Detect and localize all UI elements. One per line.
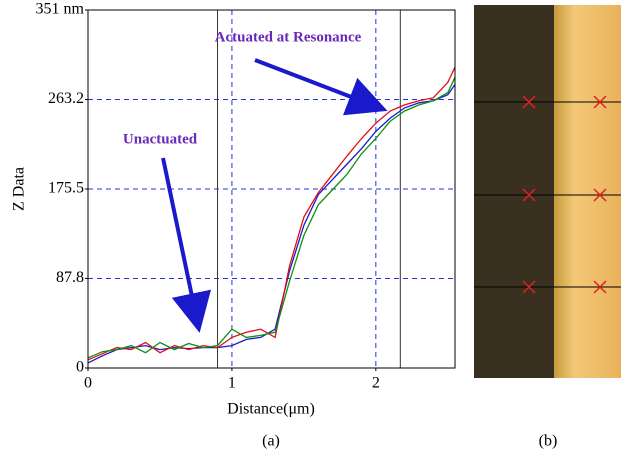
- x-tick-label: 1: [228, 375, 236, 392]
- x-tick-label: 0: [84, 375, 92, 392]
- panel-label: (a): [262, 433, 280, 450]
- x-axis-label: Distance(μm): [227, 401, 315, 418]
- afm-image: [474, 5, 621, 378]
- arrow: [255, 60, 380, 108]
- plot-area: 0 87.8 175.5 263.2 351 nm 0 1 2: [36, 1, 455, 392]
- x-tick-label: 2: [372, 375, 380, 392]
- annotation: Actuated at Resonance: [215, 29, 362, 45]
- figure: 0 87.8 175.5 263.2 351 nm 0 1 2 Z Data Distance…: [0, 0, 621, 453]
- y-axis-label: Z Data: [11, 167, 28, 211]
- image-bright: [554, 5, 621, 378]
- y-tick-label: 263.2: [48, 90, 84, 107]
- panel-label: (b): [539, 433, 558, 450]
- image-dark: [474, 5, 554, 378]
- y-tick-label: 0: [76, 359, 84, 376]
- arrow: [163, 158, 198, 325]
- y-tick-label: 87.8: [56, 269, 84, 286]
- y-tick-label: 175.5: [48, 180, 84, 197]
- annotation: Unactuated: [123, 131, 198, 147]
- y-tick-label: 351 nm: [36, 1, 85, 18]
